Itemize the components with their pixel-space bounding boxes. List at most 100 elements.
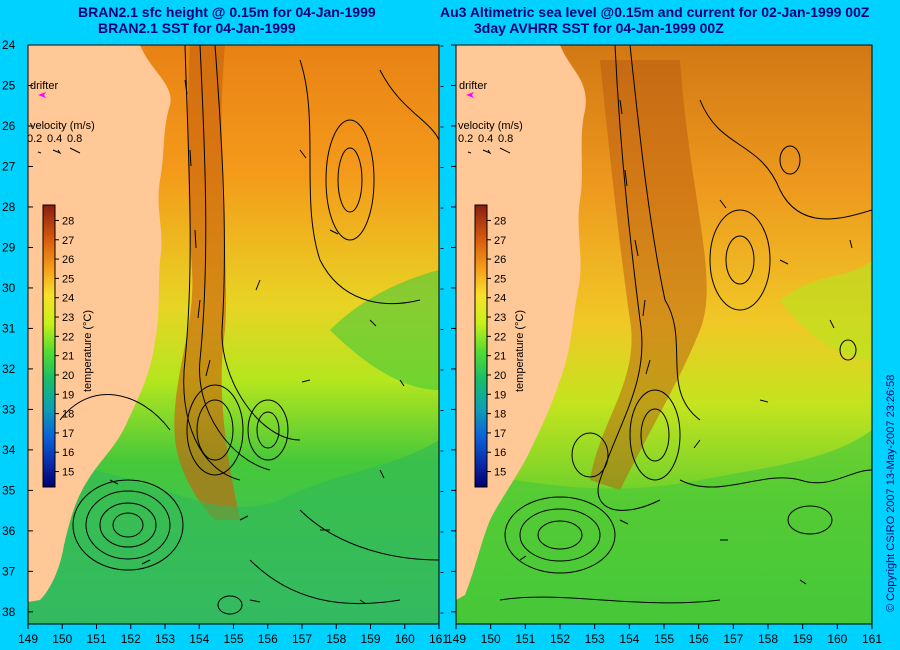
lat-tick-label-mid: -	[440, 200, 444, 214]
lat-tick-label-mid: -	[440, 159, 444, 173]
lon-tick-label: 155	[654, 632, 674, 646]
lat-tick-label: 27	[2, 159, 16, 173]
lat-tick-label-mid: -	[440, 38, 444, 52]
left-colorbar-label: temperature (°C)	[82, 310, 94, 392]
left-cool-patch	[330, 270, 439, 390]
lat-tick-label-mid: -	[440, 443, 444, 457]
lon-tick-label: 158	[758, 632, 778, 646]
right-cool-patch	[780, 260, 872, 360]
lat-tick-label: 37	[2, 564, 16, 578]
right-colorbar	[474, 204, 488, 488]
lat-tick-label-mid: -	[440, 402, 444, 416]
left-land	[28, 45, 171, 602]
right-warm-current	[590, 60, 707, 490]
left-drifter-label: drifter	[30, 80, 58, 92]
lat-tick-label-mid: -	[440, 321, 444, 335]
lat-tick-label-mid: -	[440, 362, 444, 376]
colorbar-tick-label: 25	[62, 273, 74, 285]
copyright-notice: © Copyright CSIRO 2007 13-May-2007 23:26…	[885, 374, 897, 612]
lon-tick-label: 161	[862, 632, 882, 646]
colorbar-tick-label: 17	[62, 428, 74, 440]
right-contours	[499, 45, 872, 604]
colorbar-tick-label: 24	[494, 293, 506, 305]
lon-tick-label: 150	[481, 632, 501, 646]
left-colorbar-ticks: 28 27 26 25 24 23 22 21 20 19 18 17 16 15	[55, 215, 74, 479]
colorbar-tick-label: 18	[62, 409, 74, 421]
colorbar-tick-label: 20	[494, 370, 506, 382]
right-velocity-value-2: 0.4	[478, 133, 493, 145]
left-cool-region	[28, 440, 439, 624]
left-velocity-key-arrows	[37, 147, 81, 155]
colorbar-tick-label: 24	[62, 293, 74, 305]
colorbar-tick-label: 16	[62, 447, 74, 459]
colorbar-tick-label: 21	[62, 351, 74, 363]
lon-tick-label: 153	[155, 632, 175, 646]
left-title-line1: BRAN2.1 sfc height @ 0.15m for 04-Jan-19…	[78, 4, 376, 20]
left-panel-title: BRAN2.1 sfc height @ 0.15m for 04-Jan-19…	[78, 4, 376, 36]
colorbar-tick-label: 15	[62, 467, 74, 479]
lat-tick-label: 31	[2, 321, 16, 335]
right-map-panel: 28 27 26 25 24 23 22 21 20 19 18 17 16 15 temperature…	[456, 45, 872, 624]
left-map-panel: 28 27 26 25 24 23 22 21 20 19 18 17 16 15 temperature…	[27, 45, 439, 624]
lat-tick-label-mid: -	[440, 119, 444, 133]
colorbar-tick-label: 22	[494, 331, 506, 343]
left-velocity-title: velocity (m/s)	[30, 120, 95, 132]
lon-tick-label: 155	[223, 632, 243, 646]
longitude-axis-left: 149 150 151 152 153 154 155 156 157 158 159 160 161	[18, 624, 449, 646]
right-title-line2: 3day AVHRR SST for 04-Jan-1999 00Z	[474, 20, 724, 36]
colorbar-tick-label: 20	[62, 370, 74, 382]
colorbar-tick-label: 23	[62, 312, 74, 324]
left-velocity-value-1: 0.2	[27, 133, 42, 145]
right-colorbar-label: temperature (°C)	[514, 310, 526, 392]
right-panel-title: Au3 Altimetric sea level @0.15m and curr…	[440, 4, 869, 36]
lon-tick-label: 161	[429, 632, 449, 646]
left-contours	[59, 45, 439, 615]
lon-tick-label: 149	[18, 632, 38, 646]
right-title-line1: Au3 Altimetric sea level @0.15m and curr…	[440, 4, 870, 20]
left-velocity-arrows	[109, 79, 405, 605]
left-drifter-marker	[38, 92, 46, 98]
lat-tick-label: 36	[2, 524, 16, 538]
lon-tick-label: 156	[258, 632, 278, 646]
lat-tick-label: 38	[2, 605, 16, 619]
lon-tick-label: 154	[189, 632, 209, 646]
lon-tick-label: 159	[360, 632, 380, 646]
lon-tick-label: 160	[395, 632, 415, 646]
lon-tick-label: 152	[550, 632, 570, 646]
left-velocity-value-3: 0.8	[67, 133, 82, 145]
colorbar-tick-label: 21	[494, 351, 506, 363]
colorbar-tick-label: 27	[494, 235, 506, 247]
colorbar-tick-label: 28	[62, 215, 74, 227]
lat-tick-label: 25	[2, 78, 16, 92]
longitude-axis-right: 149 150 151 152 153 154 155 156 157 158 159 160 161	[446, 624, 882, 646]
lon-tick-label: 158	[326, 632, 346, 646]
right-velocity-key-arrows	[467, 147, 511, 155]
lon-tick-label: 154	[619, 632, 639, 646]
lon-tick-label: 151	[515, 632, 535, 646]
latitude-axis: 24 - 25 - 26 - 27 - 28 - 29 - 30 - 31 - 32 - 33 - 34 - 35 - 36 - 3…	[2, 38, 456, 619]
colorbar-tick-label: 16	[494, 447, 506, 459]
lon-tick-label: 157	[723, 632, 743, 646]
colorbar-tick-label: 19	[494, 389, 506, 401]
lon-tick-label: 149	[446, 632, 466, 646]
colorbar-tick-label: 22	[62, 331, 74, 343]
colorbar-tick-label: 25	[494, 273, 506, 285]
colorbar-tick-label: 28	[494, 215, 506, 227]
lon-tick-label: 151	[86, 632, 106, 646]
colorbar-tick-label: 19	[62, 389, 74, 401]
lon-tick-label: 159	[793, 632, 813, 646]
right-drifter-marker	[466, 92, 474, 98]
lat-tick-label: 24	[2, 38, 16, 52]
left-colorbar	[42, 204, 56, 488]
lat-tick-label-mid: -	[440, 483, 444, 497]
right-velocity-title: velocity (m/s)	[458, 120, 523, 132]
colorbar-tick-label: 26	[62, 254, 74, 266]
lat-tick-label: 35	[2, 483, 16, 497]
lat-tick-label: 29	[2, 240, 16, 254]
lat-tick-label-mid: -	[440, 78, 444, 92]
right-land	[456, 45, 586, 600]
lon-tick-label: 153	[585, 632, 605, 646]
lat-tick-label-mid: -	[440, 564, 444, 578]
lat-tick-label: 26	[2, 119, 16, 133]
